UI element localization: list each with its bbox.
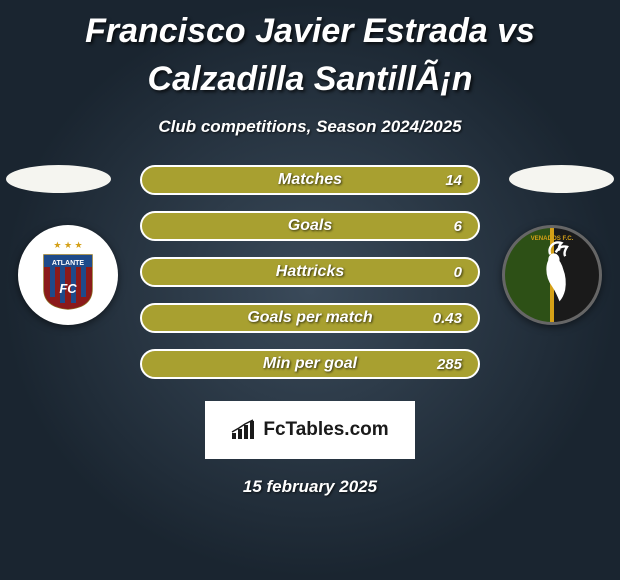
stat-row-matches: Matches 14 (140, 165, 480, 195)
left-flag-oval (6, 165, 111, 193)
atlante-crest: ★ ★ ★ ATLANTE FC (18, 225, 118, 325)
branding-box: FcTables.com (205, 401, 415, 459)
page-title: Francisco Javier Estrada vs Calzadilla S… (0, 0, 620, 103)
stat-value: 14 (445, 172, 462, 189)
crest-stars-icon: ★ ★ ★ (53, 240, 82, 251)
branding-text: FcTables.com (263, 419, 388, 441)
svg-text:ATLANTE: ATLANTE (52, 260, 84, 267)
bar-chart-icon (231, 419, 257, 441)
stat-value: 6 (454, 218, 462, 235)
stat-label: Matches (278, 171, 342, 189)
stat-label: Goals (288, 217, 332, 235)
stat-value: 0.43 (433, 310, 462, 327)
stat-label: Goals per match (247, 309, 372, 327)
stat-value: 0 (454, 264, 462, 281)
stat-row-goals-per-match: Goals per match 0.43 (140, 303, 480, 333)
comparison-content: ★ ★ ★ ATLANTE FC VENADOS F.C. Match (0, 165, 620, 379)
stat-value: 285 (437, 356, 462, 373)
stat-label: Min per goal (263, 355, 357, 373)
stat-row-min-per-goal: Min per goal 285 (140, 349, 480, 379)
svg-text:FC: FC (59, 281, 77, 296)
stat-row-goals: Goals 6 (140, 211, 480, 241)
stat-label: Hattricks (276, 263, 344, 281)
stats-list: Matches 14 Goals 6 Hattricks 0 Goals per… (140, 165, 480, 379)
date-text: 15 february 2025 (0, 477, 620, 497)
subtitle: Club competitions, Season 2024/2025 (0, 117, 620, 137)
right-flag-oval (509, 165, 614, 193)
stat-row-hattricks: Hattricks 0 (140, 257, 480, 287)
atlante-shield-icon: ATLANTE FC (42, 253, 94, 311)
svg-text:VENADOS F.C.: VENADOS F.C. (531, 235, 574, 242)
venados-crest: VENADOS F.C. (502, 225, 602, 325)
venados-deer-icon: VENADOS F.C. (505, 225, 599, 325)
